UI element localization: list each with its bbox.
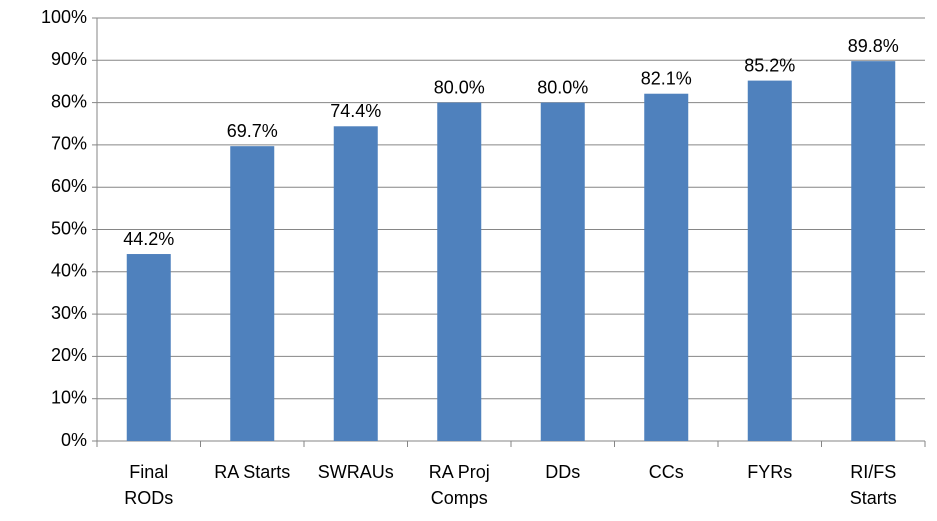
y-tick-label: 100% (41, 7, 87, 27)
value-label: 80.0% (434, 77, 485, 97)
bar (126, 254, 171, 441)
y-tick-label: 80% (51, 91, 87, 111)
x-tick-label-box: Final RODs (124, 462, 174, 508)
y-tick-label: 40% (51, 261, 87, 281)
y-tick-label: 70% (51, 134, 87, 154)
bar (851, 61, 896, 442)
value-label: 74.4% (330, 101, 381, 121)
x-tick-label: RA Starts (214, 462, 291, 482)
y-tick-label: 30% (51, 303, 87, 323)
x-tick-label-box: RA Proj Comps (428, 462, 490, 508)
x-tick-label-box: SWRAUs (317, 462, 394, 482)
bar (333, 126, 378, 442)
x-tick-label: FYRs (747, 462, 793, 482)
value-label: 69.7% (227, 121, 278, 141)
y-tick-label: 50% (51, 218, 87, 238)
x-tick-label: RA Proj Comps (428, 462, 490, 508)
value-label: 82.1% (641, 68, 692, 88)
bar (230, 146, 275, 441)
y-tick-label: 0% (61, 430, 87, 450)
bar (540, 102, 585, 441)
bar (644, 93, 689, 441)
x-tick-label-box: RA Starts (214, 462, 291, 482)
x-tick-label-box: DDs (545, 462, 581, 482)
bar (747, 80, 792, 441)
value-label: 85.2% (744, 55, 795, 75)
x-tick-label-box: RI/FS Starts (849, 462, 897, 508)
y-tick-label: 10% (51, 387, 87, 407)
x-tick-label-box: FYRs (747, 462, 793, 482)
x-tick-label: CCs (648, 462, 684, 482)
x-tick-label: DDs (545, 462, 581, 482)
bar (437, 102, 482, 441)
value-label: 80.0% (537, 77, 588, 97)
value-label: 44.2% (123, 229, 174, 249)
x-tick-label: SWRAUs (317, 462, 394, 482)
y-tick-label: 20% (51, 345, 87, 365)
x-tick-label: RI/FS Starts (849, 462, 897, 508)
value-label: 89.8% (848, 36, 899, 56)
y-tick-label: 90% (51, 49, 87, 69)
y-tick-label: 60% (51, 176, 87, 196)
x-tick-label: Final RODs (124, 462, 174, 508)
x-tick-label-box: CCs (648, 462, 684, 482)
